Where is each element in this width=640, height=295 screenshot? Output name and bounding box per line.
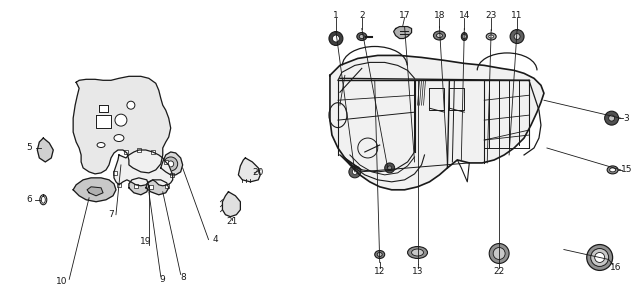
Ellipse shape (486, 33, 496, 40)
Text: 8: 8 (180, 273, 186, 282)
Polygon shape (87, 187, 103, 196)
Ellipse shape (357, 32, 367, 40)
Bar (113, 171, 117, 175)
Text: 17: 17 (399, 11, 410, 20)
Ellipse shape (114, 135, 124, 142)
Circle shape (591, 248, 609, 266)
Text: 10: 10 (56, 277, 67, 286)
Circle shape (605, 111, 619, 125)
Text: 21: 21 (227, 217, 238, 226)
Polygon shape (99, 105, 108, 112)
Polygon shape (223, 192, 241, 217)
Ellipse shape (408, 247, 428, 258)
Bar (149, 185, 153, 189)
Circle shape (115, 114, 127, 126)
Circle shape (510, 30, 524, 43)
Circle shape (353, 169, 357, 174)
Circle shape (609, 115, 614, 121)
Polygon shape (129, 178, 149, 195)
Circle shape (127, 101, 135, 109)
Circle shape (489, 244, 509, 263)
Text: 9: 9 (160, 275, 166, 284)
Ellipse shape (610, 168, 616, 172)
Text: 3: 3 (623, 114, 629, 123)
Text: 1: 1 (333, 11, 339, 20)
Circle shape (587, 245, 612, 271)
Polygon shape (73, 76, 171, 174)
Ellipse shape (375, 250, 385, 258)
Polygon shape (37, 138, 53, 162)
Ellipse shape (433, 31, 445, 40)
Bar (117, 183, 121, 187)
Polygon shape (73, 178, 116, 202)
Text: 16: 16 (610, 263, 621, 272)
Text: 12: 12 (374, 267, 385, 276)
Circle shape (332, 35, 339, 42)
Circle shape (168, 161, 173, 167)
Bar (134, 184, 138, 188)
Ellipse shape (359, 35, 364, 39)
Text: 18: 18 (434, 11, 445, 20)
Polygon shape (114, 150, 173, 186)
Ellipse shape (412, 249, 424, 256)
Bar (151, 150, 155, 154)
Circle shape (514, 34, 520, 40)
Bar (170, 173, 173, 177)
Text: 20: 20 (253, 168, 264, 177)
Ellipse shape (489, 35, 493, 38)
Circle shape (385, 163, 395, 173)
Bar (137, 148, 141, 152)
Circle shape (493, 248, 505, 260)
Text: 11: 11 (511, 11, 523, 20)
Ellipse shape (436, 34, 442, 37)
Text: 23: 23 (486, 11, 497, 20)
Text: 7: 7 (108, 210, 114, 219)
Text: 14: 14 (459, 11, 470, 20)
Text: 5: 5 (26, 143, 32, 153)
Text: 2: 2 (359, 11, 365, 20)
Text: 13: 13 (412, 267, 423, 276)
Polygon shape (330, 55, 544, 190)
Polygon shape (96, 115, 111, 128)
Circle shape (595, 253, 605, 263)
Bar (164, 160, 168, 164)
Bar (164, 184, 169, 188)
Polygon shape (394, 27, 412, 39)
Polygon shape (146, 180, 169, 195)
Ellipse shape (607, 166, 618, 174)
Polygon shape (238, 158, 260, 182)
Circle shape (349, 166, 361, 178)
Circle shape (164, 157, 178, 171)
Ellipse shape (461, 32, 467, 40)
Ellipse shape (97, 142, 105, 148)
Text: 4: 4 (212, 235, 218, 244)
Ellipse shape (377, 253, 382, 256)
Text: 6: 6 (26, 195, 32, 204)
Polygon shape (161, 152, 182, 175)
Text: 22: 22 (493, 267, 505, 276)
Text: 19: 19 (140, 237, 152, 246)
Circle shape (462, 35, 467, 39)
Bar (124, 150, 128, 154)
Circle shape (329, 32, 343, 45)
Text: 15: 15 (621, 165, 632, 174)
Circle shape (388, 166, 392, 170)
